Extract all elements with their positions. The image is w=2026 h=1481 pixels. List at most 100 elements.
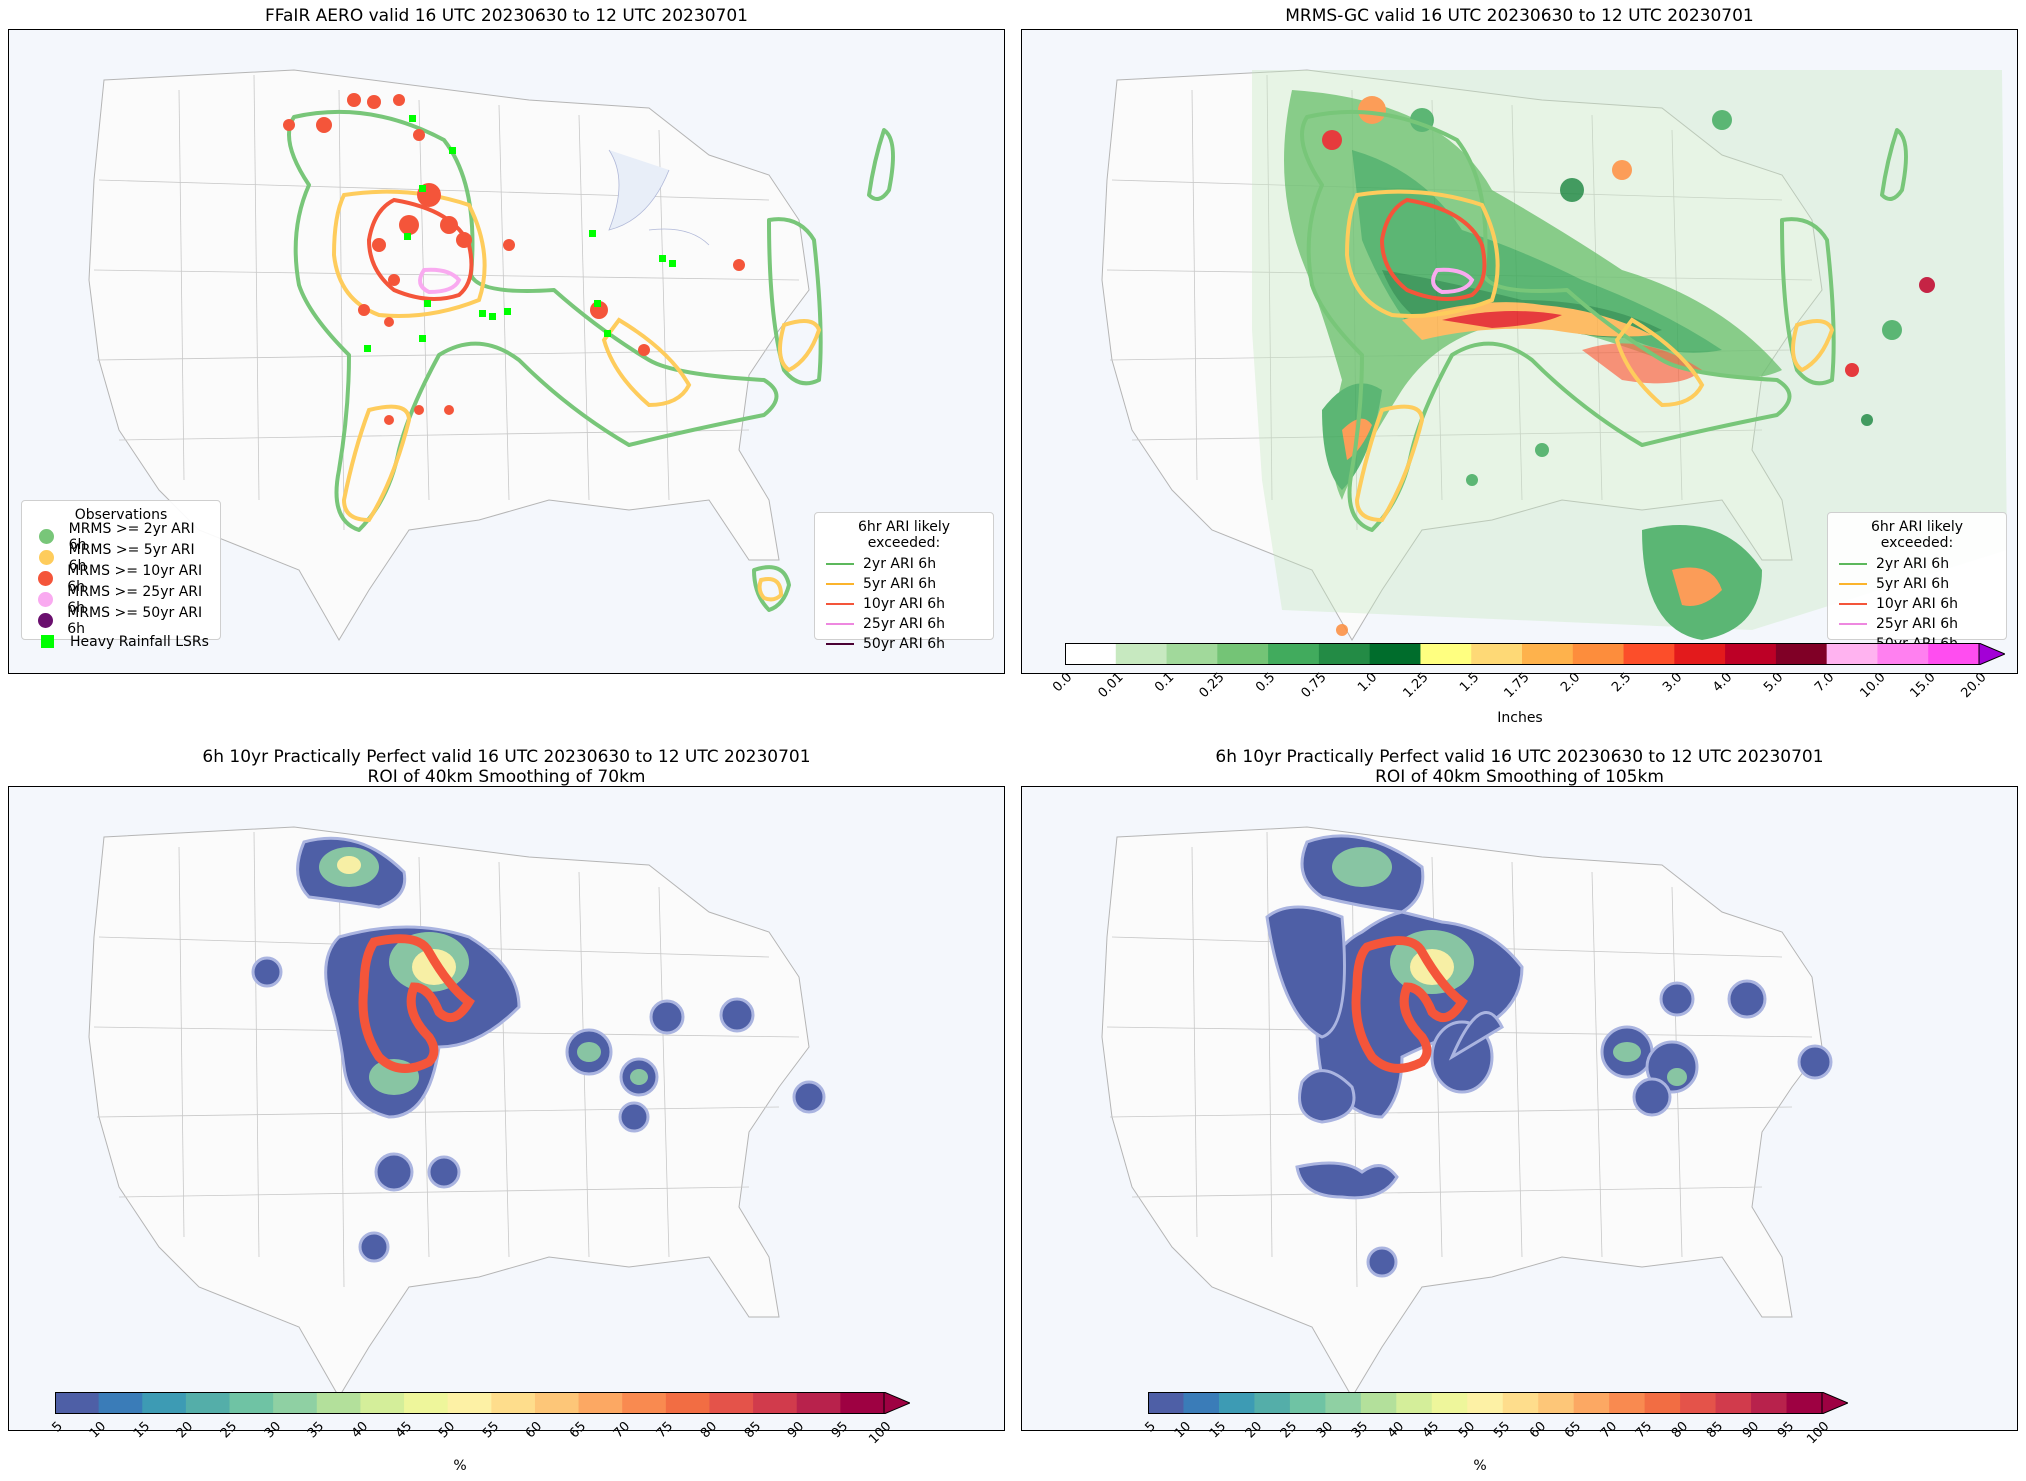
colorbar-bin bbox=[709, 1392, 754, 1414]
ari-legend-item: 50yr ARI 6h bbox=[825, 634, 983, 654]
colorbar-tick-label: 50 bbox=[435, 1419, 459, 1442]
observations-legend-label: MRMS >= 10yr ARI 6h bbox=[67, 562, 203, 595]
colorbar-tick-label: 5 bbox=[1142, 1419, 1159, 1436]
ari-legend-item: 5yr ARI 6h bbox=[1838, 574, 1996, 594]
colorbar-tick-label: 60 bbox=[523, 1419, 546, 1442]
panel-title-2: MRMS-GC valid 16 UTC 20230630 to 12 UTC … bbox=[1285, 6, 1754, 26]
colorbar-bin bbox=[1623, 643, 1675, 665]
observations-legend: Observations MRMS >= 2yr ARI 6h MRMS >= 5… bbox=[21, 500, 221, 650]
colorbar-bin bbox=[1325, 1392, 1362, 1414]
precip-colorbar-label: Inches bbox=[1497, 710, 1543, 726]
colorbar-tick-label: 5.0 bbox=[1761, 670, 1787, 696]
colorbar-outline bbox=[1148, 1392, 1823, 1414]
colorbar-tick-label: 15.0 bbox=[1907, 670, 1939, 702]
colorbar-tick-label: 45 bbox=[392, 1419, 415, 1442]
colorbar-tick-label: 80 bbox=[697, 1419, 721, 1442]
ari-legend-item: 25yr ARI 6h bbox=[825, 614, 983, 634]
colorbar-bin bbox=[1674, 643, 1726, 665]
colorbar-bin bbox=[98, 1392, 143, 1414]
line-marker-icon bbox=[1838, 603, 1868, 605]
colorbar-extend-arrow bbox=[1821, 1391, 1850, 1415]
colorbar-tick-label: 0.01 bbox=[1095, 670, 1127, 702]
colorbar-tick-label: 45 bbox=[1420, 1419, 1443, 1442]
colorbar-bin bbox=[142, 1392, 187, 1414]
ari-legend-label: 2yr ARI 6h bbox=[863, 556, 937, 572]
precip-colorbar bbox=[1065, 642, 2007, 666]
colorbar-bin bbox=[1471, 643, 1523, 665]
colorbar-bin bbox=[1715, 1392, 1752, 1414]
line-marker-icon bbox=[825, 603, 855, 605]
map-pp70-svg bbox=[88, 826, 826, 1398]
colorbar-tick-label: 30 bbox=[1313, 1419, 1336, 1442]
line-marker-icon bbox=[825, 563, 855, 565]
line-marker-icon bbox=[825, 583, 855, 585]
observations-legend-item: MRMS >= 50yr ARI 6h bbox=[32, 605, 210, 637]
panel-title-3: 6h 10yr Practically Perfect valid 16 UTC… bbox=[202, 747, 811, 787]
ari-legend-item: 10yr ARI 6h bbox=[1838, 594, 1996, 614]
colorbar-tick-label: 2.5 bbox=[1608, 670, 1635, 696]
colorbar-tick-label: 80 bbox=[1668, 1419, 1691, 1442]
circle-marker-icon bbox=[32, 592, 59, 607]
colorbar-tick-label: 90 bbox=[785, 1419, 808, 1442]
colorbar-tick-label: 15 bbox=[130, 1419, 153, 1442]
colorbar-bin bbox=[622, 1392, 667, 1414]
line-marker-icon bbox=[825, 643, 855, 645]
map-pp105-svg bbox=[1101, 826, 1833, 1398]
percent-colorbar-2-ticks: 5 10 15 20 25 30 35 40 45 50 55 60 65 70 75 80 85 90 95 100 bbox=[1142, 1419, 1832, 1449]
colorbar-tick-label: 1.75 bbox=[1501, 670, 1533, 702]
colorbar-bin bbox=[578, 1392, 623, 1414]
colorbar-bin bbox=[1420, 643, 1472, 665]
colorbar-bin bbox=[1431, 1392, 1468, 1414]
map-panel-pp105 bbox=[1021, 786, 2018, 1431]
ari-legend-label: 5yr ARI 6h bbox=[1876, 576, 1950, 592]
colorbar-tick-label: 20 bbox=[1242, 1419, 1266, 1442]
colorbar-tick-label: 25 bbox=[1278, 1419, 1301, 1442]
ari-legend-item: 25yr ARI 6h bbox=[1838, 614, 1996, 634]
colorbar-bin bbox=[1360, 1392, 1397, 1414]
colorbar-bin bbox=[1148, 1392, 1184, 1414]
colorbar-tick-label: 0.25 bbox=[1196, 670, 1228, 702]
observations-legend-label: MRMS >= 2yr ARI 6h bbox=[68, 520, 195, 553]
ari-legend-label: 2yr ARI 6h bbox=[1876, 556, 1950, 572]
colorbar-bin bbox=[1573, 1392, 1610, 1414]
colorbar-bin bbox=[229, 1392, 274, 1414]
colorbar-tick-label: 35 bbox=[1349, 1419, 1372, 1442]
colorbar-tick-label: 0.5 bbox=[1253, 670, 1279, 696]
colorbar-bin bbox=[55, 1392, 100, 1414]
colorbar-tick-label: 70 bbox=[1597, 1419, 1620, 1442]
panel-title-4: 6h 10yr Practically Perfect valid 16 UTC… bbox=[1215, 747, 1824, 787]
colorbar-tick-label: 95 bbox=[828, 1419, 851, 1442]
colorbar-tick-label: 40 bbox=[348, 1419, 372, 1442]
map-mrms-svg bbox=[1101, 69, 2007, 641]
colorbar-bin bbox=[1751, 1392, 1788, 1414]
precip-cbar-svg bbox=[1065, 642, 2007, 666]
colorbar-outline bbox=[55, 1392, 885, 1414]
colorbar-bin bbox=[1396, 1392, 1433, 1414]
colorbar-bin bbox=[273, 1392, 318, 1414]
ari-legend-label: 5yr ARI 6h bbox=[863, 576, 937, 592]
colorbar-tick-label: 65 bbox=[566, 1419, 590, 1442]
colorbar-bin bbox=[796, 1392, 841, 1414]
colorbar-bin bbox=[840, 1392, 885, 1414]
colorbar-bin bbox=[1775, 643, 1828, 665]
ari-legend-label: 25yr ARI 6h bbox=[1876, 616, 1958, 632]
ari-legend-item: 2yr ARI 6h bbox=[825, 554, 983, 574]
colorbar-bin bbox=[1644, 1392, 1681, 1414]
precip-colorbar-ticks: 0.0 0.01 0.1 0.25 0.5 0.75 1.0 1.25 1.5 1.75 2.0 2.… bbox=[1050, 670, 1989, 702]
map-panel-aero: Observations MRMS >= 2yr ARI 6h MRMS >= 5… bbox=[8, 29, 1005, 674]
ari-legend-label: 25yr ARI 6h bbox=[863, 616, 945, 632]
map-aero-svg bbox=[88, 69, 895, 641]
colorbar-bin bbox=[1572, 643, 1625, 665]
observations-legend-label: MRMS >= 25yr ARI 6h bbox=[67, 583, 203, 616]
observations-legend-item: MRMS >= 5yr ARI 6h bbox=[32, 542, 210, 574]
observations-legend-item: Heavy Rainfall LSRs bbox=[32, 631, 210, 652]
colorbar-bin bbox=[360, 1392, 405, 1414]
colorbar-bin bbox=[1318, 643, 1371, 665]
observations-legend-title: Observations bbox=[74, 507, 168, 523]
colorbar-bin bbox=[1217, 643, 1269, 665]
square-marker-icon bbox=[32, 635, 62, 648]
ari-legend-label: 50yr ARI 6h bbox=[863, 636, 945, 652]
colorbar-bin bbox=[753, 1392, 798, 1414]
colorbar-bin bbox=[1609, 1392, 1646, 1414]
colorbar-outline bbox=[1065, 643, 1980, 665]
